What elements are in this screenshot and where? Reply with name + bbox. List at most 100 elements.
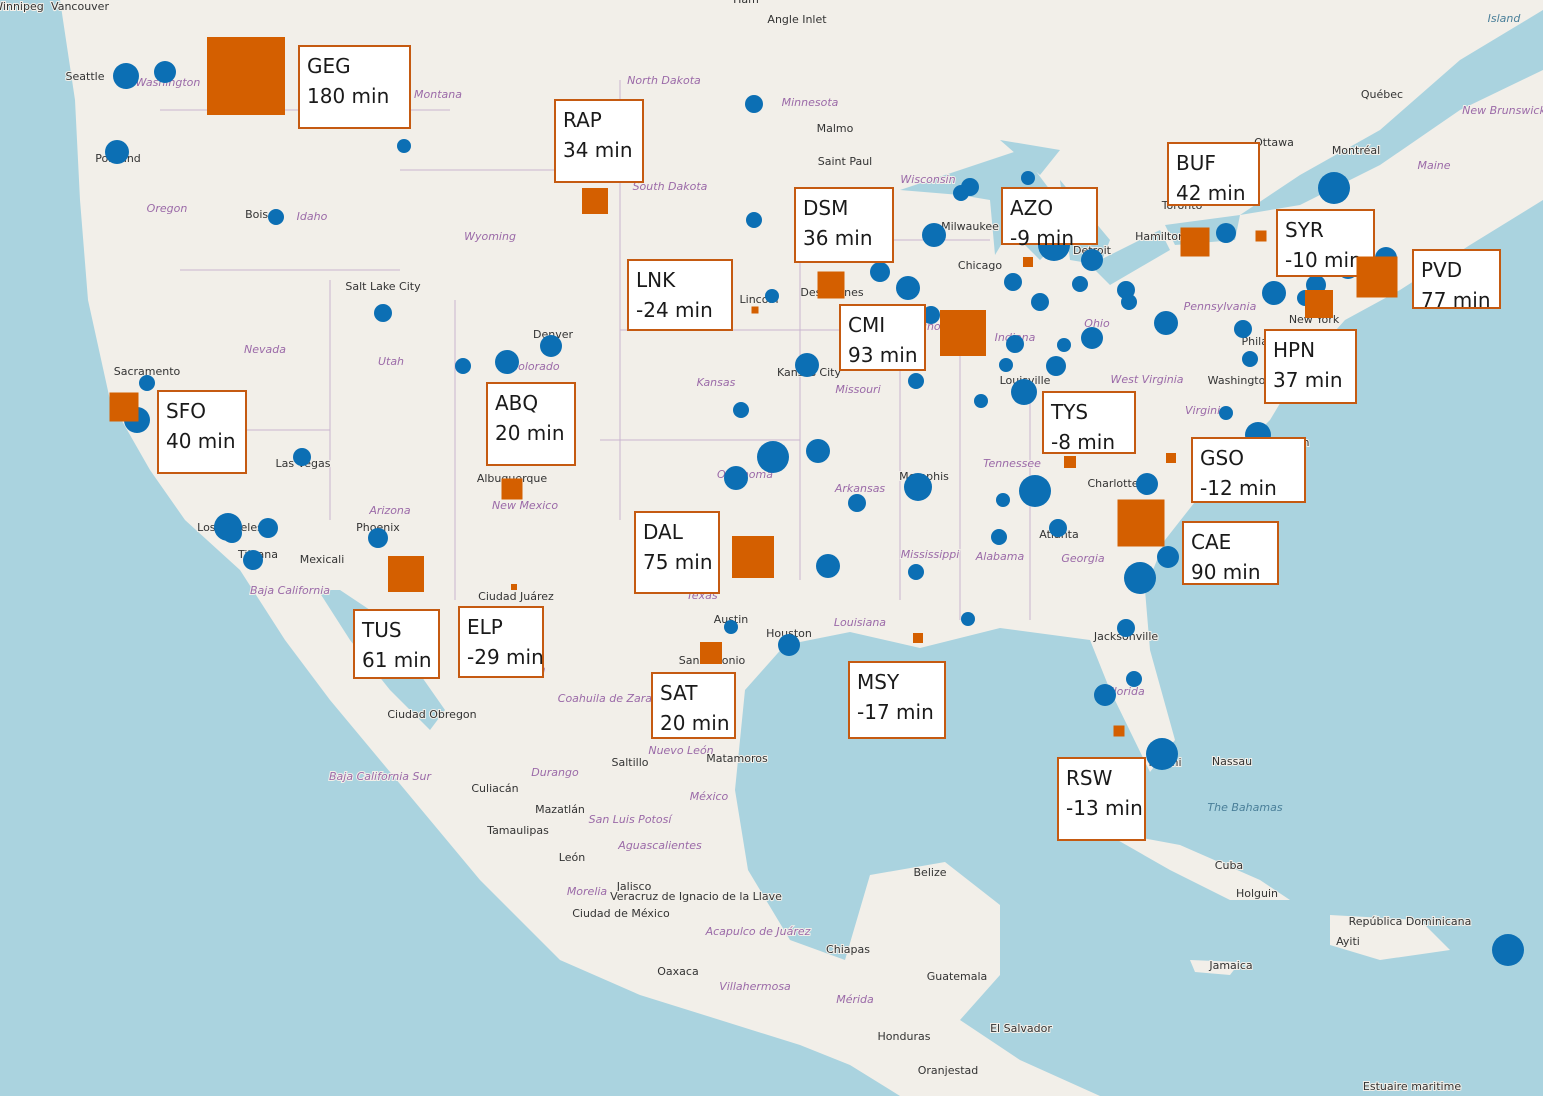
airport-dot — [999, 358, 1013, 372]
place-label: Florida — [1107, 685, 1145, 698]
place-label: Oranjestad — [918, 1064, 978, 1077]
airport-dot — [795, 353, 819, 377]
delay-value: -17 min — [857, 700, 934, 724]
place-label: Arkansas — [834, 482, 886, 495]
place-label: Arizona — [368, 504, 411, 517]
airport-dot — [368, 528, 388, 548]
place-label: Belize — [914, 866, 947, 879]
place-label: León — [559, 851, 585, 864]
airport-dot — [765, 289, 779, 303]
airport-dot — [1262, 281, 1286, 305]
place-label: Mexicali — [300, 553, 345, 566]
delay-square — [1117, 499, 1165, 547]
airport-dot — [1492, 934, 1524, 966]
callout-box — [353, 609, 440, 679]
airport-dot — [1216, 223, 1236, 243]
place-label: Mérida — [836, 993, 874, 1006]
airport-dot — [896, 276, 920, 300]
place-label: Ciudad Obregon — [387, 708, 476, 721]
delay-value: -9 min — [1010, 226, 1074, 250]
airport-dot — [908, 373, 924, 389]
st-lawrence — [1240, 10, 1543, 215]
delay-square — [511, 584, 517, 590]
place-label: Winnipeg — [0, 0, 44, 13]
place-label: Ottawa — [1254, 136, 1294, 149]
place-label: Maine — [1417, 159, 1450, 172]
callouts: GEG 180 min RAP 34 min LNK -24 min DSM 36 min CM… — [109, 37, 1501, 841]
place-label: Houston — [766, 627, 812, 640]
airport-code: RAP — [563, 108, 602, 132]
delay-square — [817, 271, 845, 299]
airport-dot — [1318, 172, 1350, 204]
place-label: Baja California Sur — [329, 770, 432, 783]
place-label: Malmo — [817, 122, 854, 135]
place-label: Durango — [531, 766, 579, 779]
airport-dot — [1117, 619, 1135, 637]
airport-dot — [806, 439, 830, 463]
pacific-ocean — [0, 0, 900, 1096]
callout-box — [1167, 142, 1260, 206]
delay-square — [1255, 230, 1267, 242]
airport-dot — [961, 178, 979, 196]
airport-code: DSM — [803, 196, 848, 220]
delay-value: 61 min — [362, 648, 432, 672]
callout-box — [839, 304, 926, 371]
place-label: North Dakota — [627, 74, 701, 87]
airport-dot — [397, 139, 411, 153]
place-label: Charlotte — [1087, 477, 1138, 490]
delay-value: 36 min — [803, 226, 873, 250]
airport-dot — [1146, 738, 1178, 770]
airport-code: CAE — [1191, 530, 1231, 554]
callout-box — [1412, 249, 1501, 309]
airport-dot — [1081, 249, 1103, 271]
airport-dot — [922, 223, 946, 247]
callout-box — [627, 259, 733, 331]
airport-code: HPN — [1273, 338, 1315, 362]
callout-box — [157, 390, 247, 474]
delay-square — [1064, 456, 1076, 468]
airport-dot — [222, 523, 242, 543]
airport-dot — [455, 358, 471, 374]
airport-dot — [540, 335, 562, 357]
delay-square — [1180, 227, 1210, 257]
airport-code: ABQ — [495, 391, 538, 415]
place-label: Denver — [533, 328, 573, 341]
airport-dot — [1057, 338, 1071, 352]
airport-dot — [495, 350, 519, 374]
place-label: Jalisco — [616, 880, 652, 893]
place-label: Salt Lake City — [345, 280, 421, 293]
place-label: South Dakota — [633, 180, 708, 193]
airport-dot — [996, 493, 1010, 507]
callout-box — [794, 187, 894, 263]
place-label: Aguascalientes — [617, 839, 702, 852]
airport-dot — [816, 554, 840, 578]
airport-dot — [1154, 311, 1178, 335]
place-label: Phoenix — [356, 521, 400, 534]
place-label: Vancouver — [51, 0, 109, 13]
airport-dot — [1126, 671, 1142, 687]
callout-box — [298, 45, 411, 129]
callout-box — [1001, 187, 1098, 245]
place-label: Virginia — [1185, 404, 1227, 417]
airport-code: BUF — [1176, 151, 1216, 175]
place-label: Holguin — [1236, 887, 1278, 900]
place-label: Utah — [378, 355, 404, 368]
place-label: Tamaulipas — [486, 824, 549, 837]
airport-dot — [374, 304, 392, 322]
airport-code: SFO — [166, 399, 206, 423]
airport-code: GEG — [307, 54, 351, 78]
callout-box — [554, 99, 644, 183]
airport-dot — [105, 140, 129, 164]
place-label: San Luis Potosí — [589, 813, 674, 826]
delay-value: 34 min — [563, 138, 633, 162]
airport-dot — [1021, 171, 1035, 185]
place-label: Hamilton — [1135, 230, 1185, 243]
airport-code: DAL — [643, 520, 684, 544]
airport-code: RSW — [1066, 766, 1113, 790]
delay-value: 20 min — [660, 711, 730, 735]
delay-square — [700, 642, 722, 664]
airport-dot — [778, 634, 800, 656]
place-label: Sacramento — [114, 365, 181, 378]
callout-box — [1264, 329, 1357, 404]
